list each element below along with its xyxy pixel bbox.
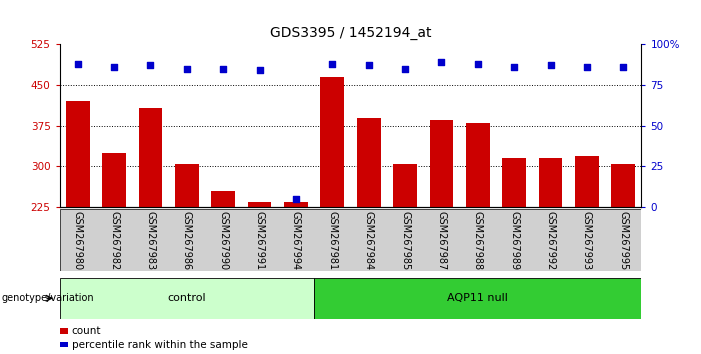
Bar <box>430 120 454 207</box>
Point <box>472 61 484 67</box>
Text: GSM267990: GSM267990 <box>218 211 229 270</box>
Text: GSM267988: GSM267988 <box>472 211 483 270</box>
Text: GSM267994: GSM267994 <box>291 211 301 270</box>
Point <box>400 66 411 72</box>
Text: GSM267987: GSM267987 <box>437 211 447 270</box>
Text: GSM267983: GSM267983 <box>146 211 156 270</box>
Bar <box>314 278 641 319</box>
Point <box>217 66 229 72</box>
Point <box>363 63 374 68</box>
Point <box>72 61 83 67</box>
Point <box>508 64 519 70</box>
Point <box>290 196 301 202</box>
Bar <box>60 278 314 319</box>
Bar <box>139 108 163 207</box>
Point <box>109 64 120 70</box>
Bar <box>247 202 271 207</box>
Bar <box>284 202 308 207</box>
Text: percentile rank within the sample: percentile rank within the sample <box>72 340 247 350</box>
Title: GDS3395 / 1452194_at: GDS3395 / 1452194_at <box>270 27 431 40</box>
Bar <box>102 153 126 207</box>
Bar <box>320 77 344 207</box>
Text: GSM267980: GSM267980 <box>73 211 83 270</box>
Point <box>436 59 447 65</box>
Bar <box>503 158 526 207</box>
Text: GSM267986: GSM267986 <box>182 211 192 270</box>
Bar <box>212 191 235 207</box>
Text: GSM267984: GSM267984 <box>364 211 374 270</box>
Bar <box>466 123 489 207</box>
Bar <box>357 118 381 207</box>
Text: GSM267993: GSM267993 <box>582 211 592 270</box>
Bar <box>538 158 562 207</box>
Bar <box>60 329 69 334</box>
Text: control: control <box>168 293 206 303</box>
Text: GSM267991: GSM267991 <box>254 211 264 270</box>
Text: GSM267985: GSM267985 <box>400 211 410 270</box>
Point <box>254 68 265 73</box>
Bar <box>611 164 635 207</box>
Text: AQP11 null: AQP11 null <box>447 293 508 303</box>
Point <box>145 63 156 68</box>
Text: GSM267981: GSM267981 <box>327 211 337 270</box>
Text: GSM267989: GSM267989 <box>509 211 519 270</box>
Text: count: count <box>72 326 101 336</box>
Point <box>618 64 629 70</box>
Bar <box>393 164 417 207</box>
Text: GSM267995: GSM267995 <box>618 211 628 270</box>
Bar <box>575 155 599 207</box>
Bar <box>60 342 69 348</box>
Point <box>182 66 193 72</box>
Point <box>581 64 592 70</box>
Bar <box>66 101 90 207</box>
Text: genotype/variation: genotype/variation <box>1 293 94 303</box>
Point <box>327 61 338 67</box>
Text: GSM267982: GSM267982 <box>109 211 119 270</box>
Bar <box>175 164 198 207</box>
Point <box>545 63 556 68</box>
Text: GSM267992: GSM267992 <box>545 211 555 270</box>
